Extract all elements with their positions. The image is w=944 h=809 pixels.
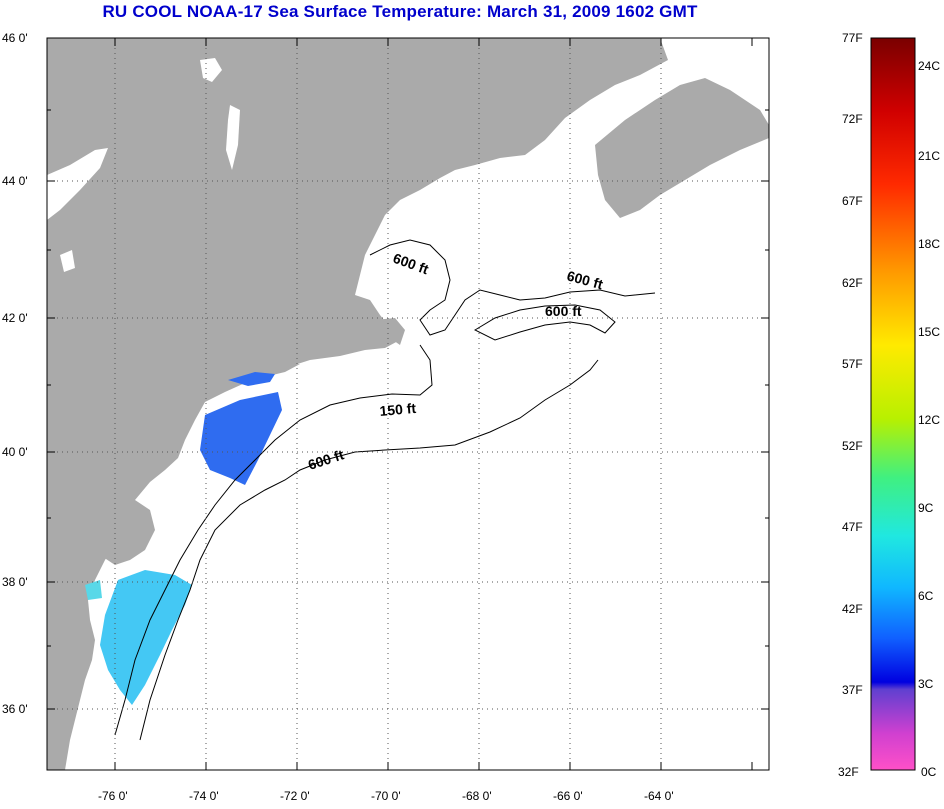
colorbar-f-label: 52F — [842, 439, 863, 453]
lake-feature — [60, 250, 75, 272]
colorbar-c-label: 24C — [918, 59, 940, 73]
contour-600ft-georges — [473, 304, 616, 341]
colorbar-f-label: 32F — [838, 765, 859, 779]
colorbar-c-label: 18C — [918, 237, 940, 251]
colorbar-f-label: 42F — [842, 602, 863, 616]
lake-feature — [226, 105, 240, 170]
colorbar-f-labels: 77F 72F 67F 62F 57F 52F 47F 42F 37F 32F — [838, 31, 863, 779]
colorbar-c-labels: 24C 21C 18C 15C 12C 9C 6C 3C 0C — [918, 59, 940, 779]
colorbar-c-label: 3C — [918, 677, 934, 691]
lon-label: -76 0' — [98, 789, 128, 803]
lat-label: 46 0' — [2, 31, 28, 45]
land-nova-scotia — [595, 78, 769, 218]
colorbar-c-label: 0C — [921, 765, 937, 779]
lat-label: 44 0' — [2, 174, 28, 188]
lat-label: 42 0' — [2, 311, 28, 325]
colorbar-f-label: 62F — [842, 276, 863, 290]
colorbar-f-label: 57F — [842, 357, 863, 371]
colorbar-f-label: 47F — [842, 520, 863, 534]
land-delmarva — [95, 500, 155, 565]
colorbar-c-label: 21C — [918, 149, 940, 163]
colorbar-f-label: 37F — [842, 683, 863, 697]
colorbar-c-label: 12C — [918, 413, 940, 427]
lat-label: 38 0' — [2, 575, 28, 589]
sst-patch-cold — [228, 372, 275, 386]
sst-patch-cyan — [85, 580, 102, 600]
lon-label: -68 0' — [462, 789, 492, 803]
axis-ticks — [47, 37, 769, 770]
colorbar-f-label: 77F — [842, 31, 863, 45]
land-cape-cod — [375, 318, 405, 345]
contour-label: 150 ft — [379, 400, 417, 419]
lon-label: -66 0' — [553, 789, 583, 803]
colorbar-c-label: 9C — [918, 501, 934, 515]
colorbar-f-label: 67F — [842, 194, 863, 208]
lat-label: 40 0' — [2, 445, 28, 459]
lake-feature — [47, 148, 108, 220]
lon-label: -72 0' — [280, 789, 310, 803]
lon-label: -74 0' — [189, 789, 219, 803]
contour-150ft — [114, 344, 433, 736]
lon-label: -70 0' — [371, 789, 401, 803]
contour-label: 600 ft — [545, 303, 582, 319]
colorbar-c-label: 15C — [918, 325, 940, 339]
map-title: RU COOL NOAA-17 Sea Surface Temperature:… — [102, 2, 698, 21]
lat-label: 36 0' — [2, 702, 28, 716]
colorbar-c-label: 6C — [918, 589, 934, 603]
lon-label: -64 0' — [644, 789, 674, 803]
land-us-mainland — [47, 38, 668, 770]
sst-patch-cyan — [100, 570, 192, 705]
map-frame — [46, 37, 770, 771]
contour-600ft-shelf — [139, 359, 599, 741]
gridlines — [47, 38, 769, 770]
colorbar-f-label: 72F — [842, 112, 863, 126]
contour-600ft-gulf — [369, 239, 656, 336]
colorbar — [870, 37, 916, 771]
sst-patch-cold — [200, 392, 282, 485]
